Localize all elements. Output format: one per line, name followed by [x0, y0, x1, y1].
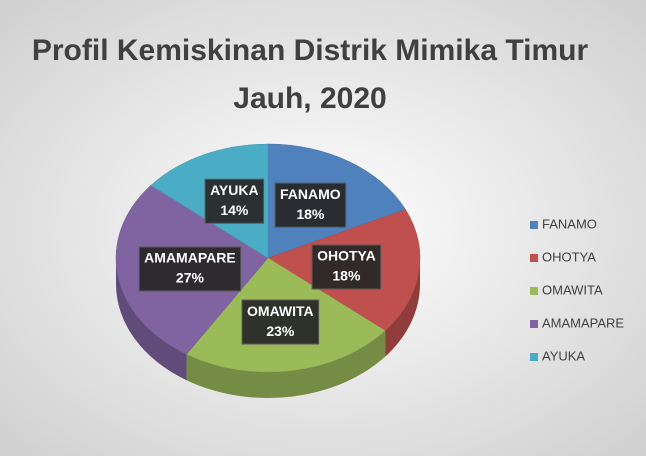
legend-swatch	[530, 353, 538, 361]
data-label: AYUKA 14%	[204, 178, 265, 224]
legend-label: FANAMO	[542, 216, 597, 231]
data-label-box	[241, 299, 320, 345]
slice-side	[186, 330, 386, 398]
data-label: FANAMO 18%	[274, 182, 347, 228]
data-label: OHOTYA 18%	[311, 244, 382, 290]
data-label-category: AYUKA	[210, 182, 259, 198]
data-label: OMAWITA 23%	[241, 299, 320, 345]
data-label-category: OHOTYA	[317, 248, 376, 264]
data-label-box	[204, 178, 265, 224]
legend-swatch	[530, 287, 538, 295]
legend-label: AMAMAPARE	[542, 315, 624, 330]
slice-side	[115, 258, 187, 381]
data-label-value: 18%	[296, 206, 325, 222]
data-label-box	[274, 182, 347, 228]
data-label-box	[311, 244, 382, 290]
legend-label: AYUKA	[542, 348, 585, 363]
legend-label: OMAWITA	[542, 282, 603, 297]
data-label-value: 27%	[176, 270, 205, 286]
data-label-value: 23%	[266, 323, 295, 339]
data-label-value: 14%	[220, 202, 249, 218]
legend-swatch	[530, 320, 538, 328]
data-label-category: FANAMO	[280, 186, 341, 202]
legend-swatch	[530, 254, 538, 262]
data-label-category: OMAWITA	[247, 303, 314, 319]
slice-side	[385, 258, 420, 357]
legend-swatch	[530, 221, 538, 229]
chart-title: Profil Kemiskinan Distrik Mimika Timur Ja…	[32, 34, 589, 115]
data-label-category: AMAMAPARE	[144, 250, 236, 266]
data-label-value: 18%	[332, 268, 361, 284]
legend-label: OHOTYA	[542, 249, 596, 264]
data-label: AMAMAPARE 27%	[138, 246, 242, 292]
data-label-box	[138, 246, 242, 292]
